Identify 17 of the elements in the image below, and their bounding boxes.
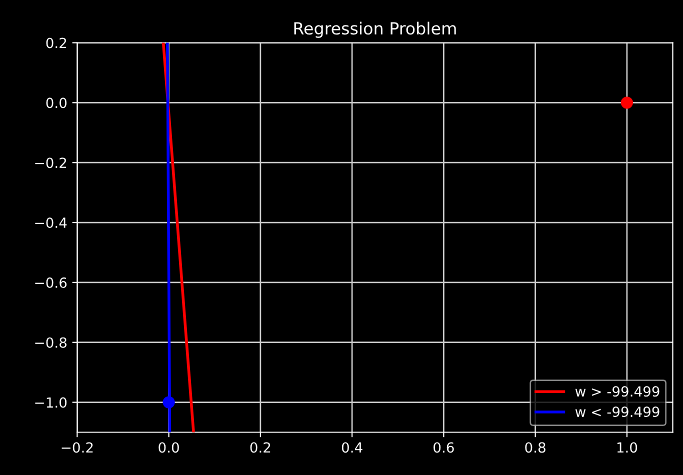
x-tick-label: 0.4 — [342, 442, 362, 453]
y-tick-label: −0.6 — [35, 277, 67, 288]
y-tick-label: −0.8 — [35, 337, 67, 348]
x-tick-label: 0.6 — [434, 442, 454, 453]
x-tick-label: −0.2 — [62, 442, 93, 453]
y-tick-label: 0.0 — [46, 98, 67, 108]
y-tick-label: −1.0 — [35, 397, 67, 408]
x-tick-label: 0.8 — [525, 442, 546, 453]
y-tick-label: 0.2 — [46, 38, 66, 48]
y-tick-label: −0.2 — [35, 158, 66, 168]
chart-title: Regression Problem — [294, 22, 456, 38]
x-tick-label: 0.2 — [250, 442, 270, 453]
y-tick-label: −0.4 — [35, 217, 67, 228]
x-tick-label: 0.0 — [158, 442, 179, 453]
legend-label: w < -99.499 — [575, 406, 660, 418]
x-tick-label: 1.0 — [617, 442, 638, 453]
legend-label: w > -99.499 — [575, 386, 660, 397]
